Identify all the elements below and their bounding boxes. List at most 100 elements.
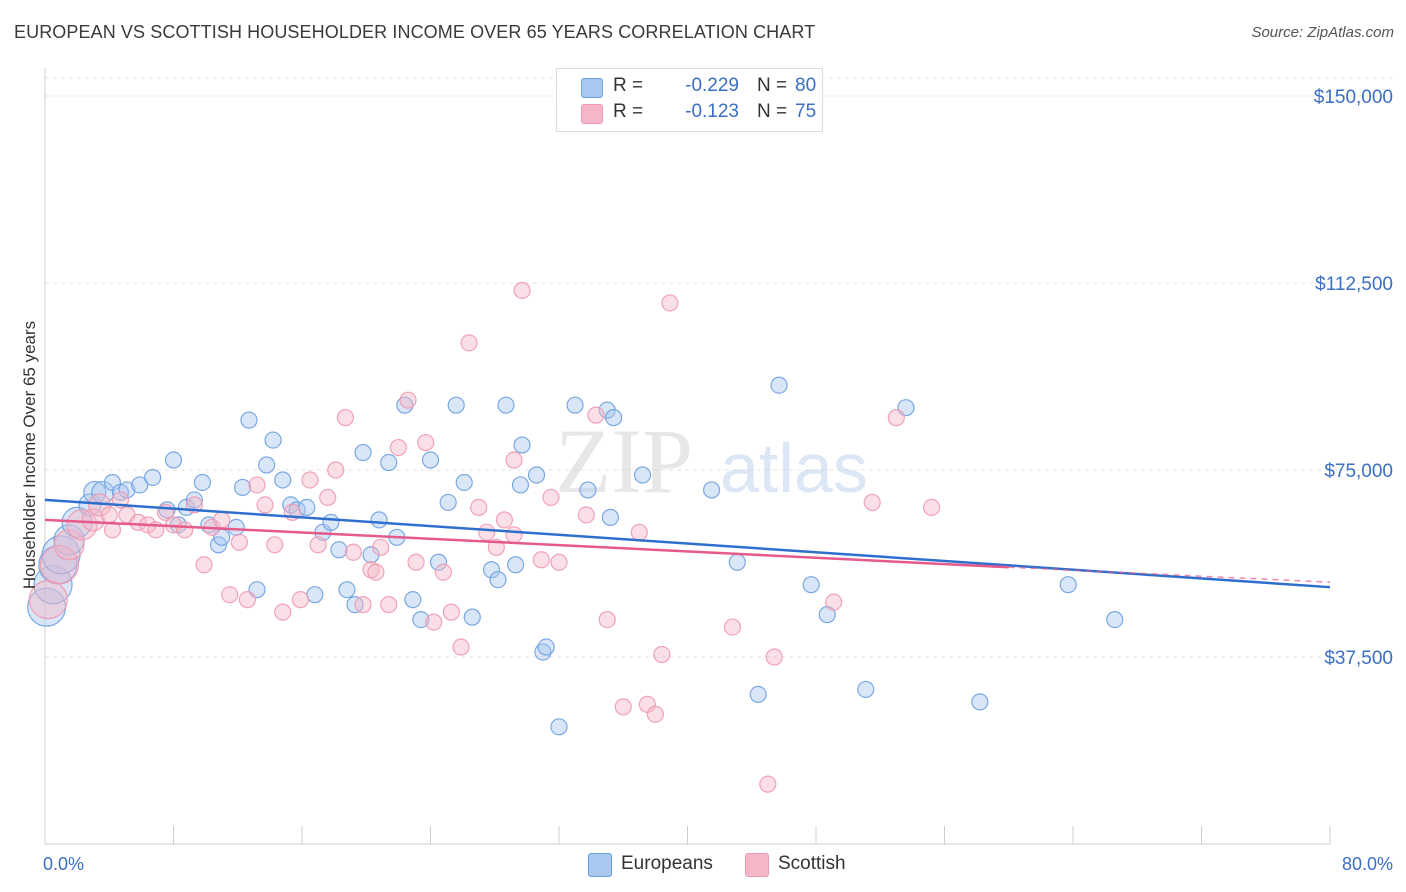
scottish-point xyxy=(103,521,122,539)
europeans-point xyxy=(1059,576,1077,594)
axis-layer xyxy=(44,68,1331,845)
scottish-trend-extension xyxy=(1008,566,1331,583)
europeans-point xyxy=(131,476,149,494)
y-tick-label: $112,500 xyxy=(1315,274,1393,295)
europeans-point xyxy=(447,396,465,414)
scottish-point xyxy=(614,698,632,716)
europeans-point xyxy=(857,680,875,699)
scottish-point xyxy=(470,498,488,516)
europeans-point xyxy=(1106,610,1124,629)
scottish-point xyxy=(630,523,648,541)
scottish-point xyxy=(100,506,118,524)
europeans-point xyxy=(463,608,481,626)
scottish-point xyxy=(577,506,595,524)
europeans-point xyxy=(380,453,398,472)
scottish-point xyxy=(923,498,941,516)
scottish-point xyxy=(213,511,231,529)
scottish-point xyxy=(399,391,417,409)
scottish-point xyxy=(407,553,425,571)
scottish-point xyxy=(266,536,284,554)
y-axis-label: Householder Income Over 65 years xyxy=(20,320,39,590)
scottish-point xyxy=(863,493,881,512)
watermark-atlas: atlas xyxy=(720,429,868,507)
europeans-point xyxy=(118,481,136,499)
scottish-point xyxy=(887,409,905,427)
europeans-point xyxy=(412,610,430,629)
scottish-point xyxy=(442,603,460,621)
scottish-point xyxy=(542,488,560,507)
r-label: R = xyxy=(613,101,644,122)
scottish-point xyxy=(587,406,605,424)
scottish-point xyxy=(327,461,345,479)
scottish-point xyxy=(53,529,85,561)
europeans-point xyxy=(770,376,788,394)
scottish-point xyxy=(380,596,398,614)
scottish-point xyxy=(759,775,777,793)
n-label: N = xyxy=(757,101,788,122)
legend-swatch-scottish xyxy=(745,853,769,877)
europeans-point xyxy=(455,473,473,492)
europeans-point xyxy=(274,471,292,489)
scottish-point xyxy=(513,281,531,300)
scottish-point xyxy=(291,591,309,609)
europeans-point xyxy=(579,481,597,499)
r-value: -0.229 xyxy=(685,75,739,96)
n-label: N = xyxy=(757,75,788,96)
europeans-point xyxy=(144,468,162,487)
scottish-point xyxy=(176,521,194,539)
legend-label-europeans: Europeans xyxy=(621,853,713,874)
europeans-point xyxy=(330,541,348,559)
y-tick-label: $150,000 xyxy=(1314,87,1393,108)
scottish-point xyxy=(66,509,98,541)
europeans-point xyxy=(566,396,584,414)
scottish-point xyxy=(344,543,362,561)
scottish-point xyxy=(221,586,239,604)
r-label: R = xyxy=(613,75,644,96)
europeans-point xyxy=(728,553,746,571)
scottish-point xyxy=(230,533,248,551)
chart-title: EUROPEAN VS SCOTTISH HOUSEHOLDER INCOME … xyxy=(14,22,816,42)
europeans-point xyxy=(227,518,245,536)
scottish-point xyxy=(301,471,319,489)
scottish-point xyxy=(653,645,671,664)
europeans-point xyxy=(164,451,183,469)
scottish-point xyxy=(354,596,372,614)
europeans-point xyxy=(527,466,546,484)
n-value: 75 xyxy=(795,101,817,122)
scottish-point xyxy=(248,476,266,494)
scottish-point xyxy=(434,563,452,581)
correlation-stats-box: R = -0.229 N = 80 R = -0.123 N = 75 xyxy=(556,68,823,132)
europeans-point xyxy=(633,466,652,484)
europeans-point xyxy=(264,431,282,449)
europeans-point xyxy=(185,491,203,509)
scottish-point xyxy=(362,561,380,579)
legend-swatch-europeans xyxy=(588,853,612,877)
europeans-point xyxy=(404,591,422,609)
n-value: 80 xyxy=(795,75,817,96)
source-label: Source: ZipAtlas.com xyxy=(1251,24,1394,41)
europeans-point xyxy=(306,586,324,604)
scottish-point xyxy=(256,496,274,514)
europeans-point xyxy=(497,396,515,414)
europeans-point xyxy=(507,556,525,574)
label-layer: $37,500 $75,000 $112,500 $150,000 0.0% 80.0% xyxy=(43,87,1393,874)
scottish-point xyxy=(39,545,80,585)
scottish-point xyxy=(389,438,407,457)
watermark-zip: ZIP xyxy=(555,410,693,512)
scottish-trend-line xyxy=(44,518,1009,569)
europeans-point xyxy=(489,571,507,589)
scottish-point xyxy=(372,538,390,556)
scottish-point xyxy=(452,638,470,656)
europeans-point xyxy=(396,396,414,414)
europeans-point xyxy=(971,693,989,711)
scottish-point xyxy=(238,591,256,609)
europeans-point xyxy=(601,508,620,526)
scottish-point xyxy=(478,523,496,541)
europeans-point xyxy=(421,451,440,469)
europeans-swatch xyxy=(581,78,603,98)
y-tick-label: $75,000 xyxy=(1324,461,1393,482)
europeans-point xyxy=(338,581,356,599)
scottish-point xyxy=(319,488,337,507)
scottish-point xyxy=(495,511,513,529)
scottish-point xyxy=(646,705,664,723)
